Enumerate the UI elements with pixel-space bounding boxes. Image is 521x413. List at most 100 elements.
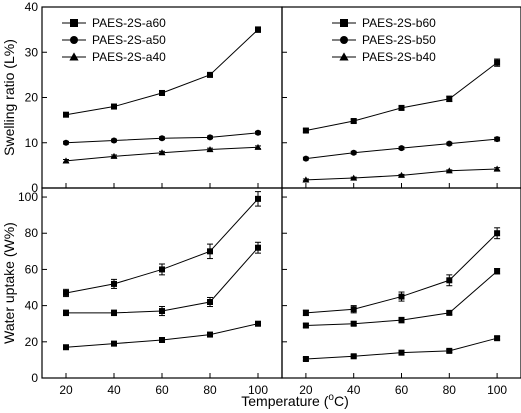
x-tick-label: 80 <box>443 383 457 397</box>
data-point <box>255 26 261 33</box>
series-1 <box>302 227 501 317</box>
data-point <box>206 146 214 153</box>
data-point <box>398 145 405 152</box>
data-point <box>446 347 453 354</box>
y-tick-label: 40 <box>25 299 39 313</box>
y-axis-title: Water uptake (W%) <box>1 222 17 344</box>
legend-label: PAES-2S-a50 <box>92 33 166 47</box>
series-line <box>305 62 498 132</box>
plot-frame <box>281 187 521 379</box>
data-point <box>254 143 262 150</box>
data-point <box>62 157 70 164</box>
data-point <box>398 317 405 324</box>
data-point <box>398 104 405 111</box>
legend-label: PAES-2S-b40 <box>362 50 436 64</box>
legend: PAES-2S-b60 PAES-2S-b50 PAES-2S-b40 <box>332 16 436 64</box>
data-point <box>159 337 165 343</box>
data-point <box>494 59 501 66</box>
legend-label: PAES-2S-a40 <box>92 50 166 64</box>
legend: PAES-2S-a60 PAES-2S-a50 PAES-2S-a40 <box>62 16 166 64</box>
series-1 <box>302 58 501 134</box>
data-point <box>63 344 69 351</box>
legend-marker <box>70 19 78 27</box>
y-tick-label: 0 <box>31 371 38 385</box>
data-point <box>110 152 118 159</box>
series-line <box>65 198 259 294</box>
data-point <box>302 309 309 316</box>
data-point <box>494 335 501 342</box>
data-point <box>63 111 69 118</box>
y-tick-label: 80 <box>25 226 39 240</box>
data-point <box>302 322 309 329</box>
series-1 <box>63 26 261 118</box>
data-point <box>445 167 453 174</box>
data-point <box>207 71 213 78</box>
data-point <box>255 244 261 251</box>
data-point <box>302 127 309 134</box>
legend-marker <box>340 36 348 44</box>
data-point <box>398 171 405 178</box>
data-point <box>302 356 309 362</box>
data-point <box>159 135 165 142</box>
data-point <box>493 165 501 172</box>
series-line <box>305 337 498 360</box>
data-point <box>63 139 69 146</box>
y-tick-label: 20 <box>25 335 39 349</box>
data-point <box>302 155 309 162</box>
series-3 <box>302 165 501 183</box>
data-point <box>255 129 261 136</box>
data-point <box>111 309 117 316</box>
legend-marker <box>69 52 79 61</box>
data-point <box>494 230 501 237</box>
data-point <box>446 277 453 284</box>
x-tick-label: 20 <box>59 383 73 397</box>
y-tick-label: 100 <box>18 190 38 204</box>
x-tick-label: 60 <box>395 383 409 397</box>
legend-label: PAES-2S-b50 <box>362 33 436 47</box>
y-tick-label: 20 <box>25 91 39 105</box>
data-point <box>255 195 261 202</box>
x-tick-label: 40 <box>347 383 361 397</box>
data-point <box>63 289 69 296</box>
series-2 <box>63 129 261 146</box>
legend-marker <box>339 52 349 61</box>
series-2 <box>302 268 501 329</box>
legend-marker <box>340 19 348 27</box>
x-tick-label: 60 <box>155 383 169 397</box>
data-point <box>446 95 453 102</box>
data-point <box>111 280 117 287</box>
x-tick-label: 40 <box>107 383 121 397</box>
legend-marker <box>70 36 78 44</box>
panel-top-right: PAES-2S-b60 PAES-2S-b50 PAES-2S-b40 <box>281 6 521 189</box>
data-point <box>159 308 165 315</box>
data-point <box>111 340 117 347</box>
data-point <box>350 149 357 156</box>
data-point <box>207 134 213 141</box>
y-axis-title: Swelling ratio (L%) <box>1 39 17 156</box>
series-3 <box>302 335 501 362</box>
data-point <box>446 309 453 316</box>
y-tick-label: 0 <box>31 181 38 195</box>
series-3 <box>62 143 262 164</box>
panel-bottom-right: 20 40 60 80 100 <box>281 187 521 397</box>
series-line <box>66 247 259 314</box>
data-point <box>398 349 405 356</box>
data-point <box>111 137 117 144</box>
series-2 <box>302 136 501 162</box>
legend-label: PAES-2S-b60 <box>362 16 436 30</box>
series-1 <box>63 191 261 298</box>
x-tick-label: 100 <box>248 383 268 397</box>
data-point <box>398 293 405 300</box>
data-point <box>255 320 261 327</box>
data-point <box>494 268 501 275</box>
x-axis-title: Temperature (oC) <box>241 392 349 409</box>
x-tick-label: 20 <box>299 383 313 397</box>
data-point <box>350 174 358 181</box>
panel-bottom-left: 0 20 40 60 80 100 20 40 60 80 100 Water uptake (W%) <box>1 187 283 397</box>
data-point <box>350 353 357 360</box>
data-point <box>159 266 165 273</box>
data-point <box>446 140 453 147</box>
plot-frame <box>41 187 283 379</box>
